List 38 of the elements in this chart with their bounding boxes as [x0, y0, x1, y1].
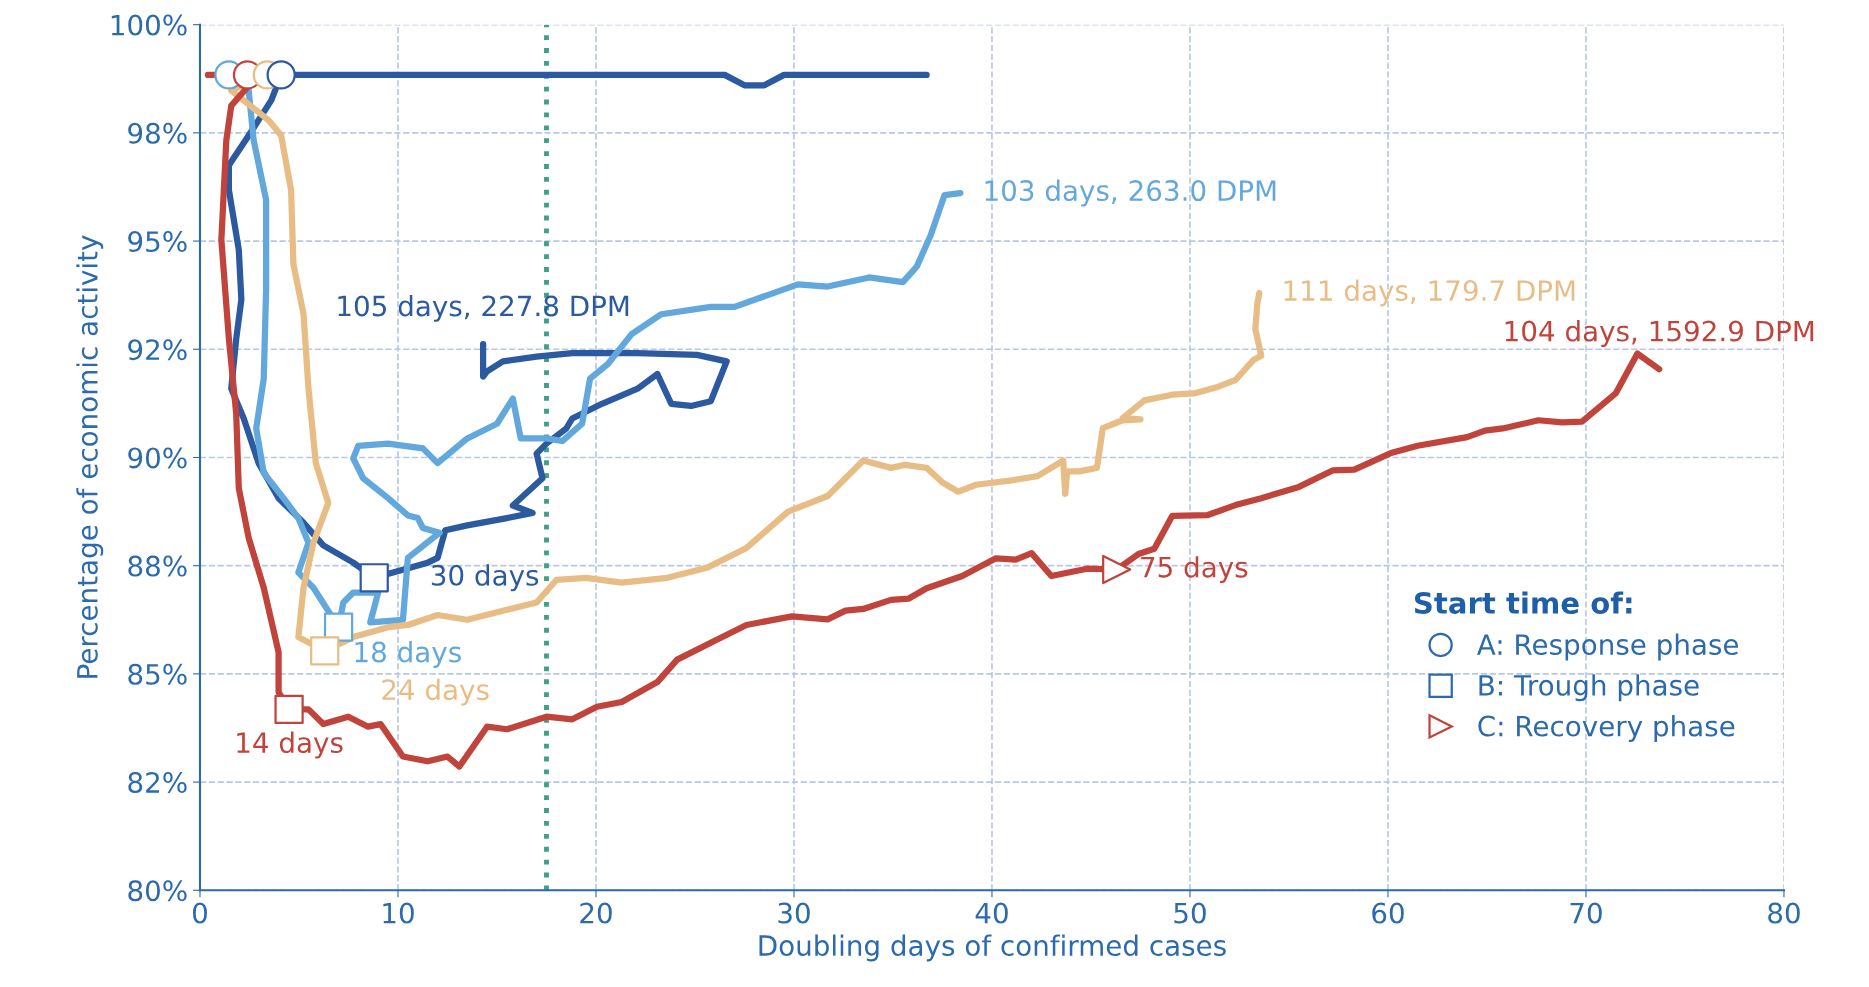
x-tick-label: 20	[580, 902, 612, 924]
y-tick-label: 88%	[128, 555, 187, 577]
x-tick-label: 60	[1372, 902, 1404, 924]
annotation: 24 days	[382, 678, 489, 706]
x-tick-label: 30	[778, 902, 810, 924]
y-tick-label: 98%	[128, 122, 187, 144]
legend-label: A: Response phase	[1476, 633, 1739, 661]
annotation: 14 days	[237, 731, 343, 759]
x-axis-title: Doubling days of confirmed cases	[759, 934, 1226, 962]
annotation: 30 days	[431, 564, 539, 592]
point	[1102, 554, 1132, 585]
y-tick-label: 92%	[128, 339, 187, 361]
annotation: 75 days	[1141, 556, 1248, 584]
x-tick-label: 10	[383, 902, 414, 924]
annotation: 103 days, 263.0 DPM	[985, 179, 1276, 207]
annotation: 18 days	[355, 641, 461, 668]
x-tick-label: 80	[1768, 902, 1800, 924]
legend-label: C: Recovery phase	[1478, 715, 1735, 742]
point	[274, 694, 304, 725]
y-tick-label: 95%	[128, 231, 187, 253]
x-tick-label: 40	[975, 902, 1008, 924]
y-tick-label: 85%	[128, 663, 187, 685]
y-tick-label: 100%	[111, 14, 187, 36]
annotation: 105 days, 227.8 DPM	[338, 294, 629, 322]
x-tick-label: 0	[192, 902, 207, 924]
x-tick-label: 70	[1570, 902, 1602, 924]
y-axis-title: Percentage of economic activity	[76, 235, 104, 678]
point	[310, 636, 340, 666]
point	[323, 612, 354, 642]
y-tick-label: 82%	[128, 772, 187, 794]
legend-label: B: Trough phase	[1479, 674, 1699, 702]
y-tick-label: 90%	[128, 447, 187, 469]
x-tick-label: 50	[1174, 902, 1206, 924]
y-tick-label: 80%	[128, 880, 187, 902]
point	[359, 563, 389, 593]
legend-title: Start time of:	[1414, 591, 1632, 614]
annotation: 111 days, 179.7 DPM	[1284, 279, 1575, 307]
annotation: 104 days, 1592.9 DPM	[1505, 320, 1814, 347]
